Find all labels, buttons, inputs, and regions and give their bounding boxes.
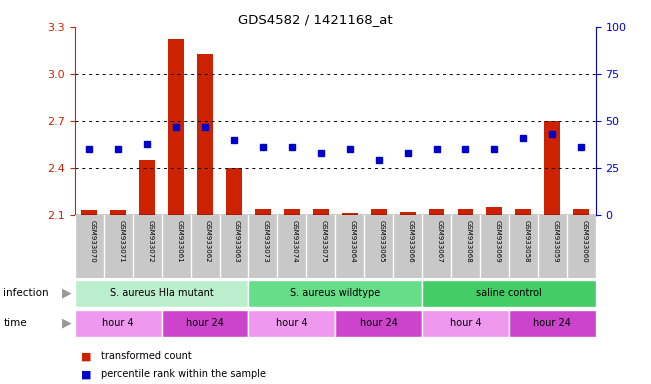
Text: hour 24: hour 24 (186, 318, 224, 328)
Bar (458, 209, 473, 215)
Bar (422, 310, 509, 337)
Bar (342, 214, 357, 215)
Text: GSM933063: GSM933063 (234, 220, 240, 263)
Bar (255, 209, 271, 215)
Bar (197, 53, 213, 215)
Text: ■: ■ (81, 351, 92, 361)
Text: GSM933070: GSM933070 (89, 220, 95, 263)
Bar (516, 209, 531, 215)
Text: S. aureus wildtype: S. aureus wildtype (290, 288, 380, 298)
Text: ▶: ▶ (62, 287, 72, 300)
Text: GDS4582 / 1421168_at: GDS4582 / 1421168_at (238, 13, 393, 26)
Text: infection: infection (3, 288, 49, 298)
Bar (226, 168, 242, 215)
Text: GSM933069: GSM933069 (494, 220, 501, 263)
Text: hour 4: hour 4 (102, 318, 134, 328)
Text: GSM933064: GSM933064 (350, 220, 355, 263)
Text: time: time (3, 318, 27, 328)
Text: GSM933075: GSM933075 (321, 220, 327, 263)
Text: GSM933060: GSM933060 (581, 220, 587, 263)
Bar (161, 310, 249, 337)
Bar (313, 209, 329, 215)
Text: GSM933074: GSM933074 (292, 220, 298, 263)
Bar (75, 310, 161, 337)
Bar (544, 121, 561, 215)
Text: ▶: ▶ (62, 317, 72, 330)
Text: percentile rank within the sample: percentile rank within the sample (101, 369, 266, 379)
Text: GSM933066: GSM933066 (408, 220, 413, 263)
Bar (574, 209, 589, 215)
Bar (400, 212, 415, 215)
Text: hour 24: hour 24 (533, 318, 571, 328)
Bar (422, 280, 596, 307)
Text: hour 4: hour 4 (450, 318, 481, 328)
Bar (428, 209, 445, 215)
Text: GSM933073: GSM933073 (263, 220, 269, 263)
Text: GSM933058: GSM933058 (523, 220, 529, 263)
Text: hour 4: hour 4 (276, 318, 308, 328)
Bar (168, 40, 184, 215)
Bar (486, 207, 503, 215)
Text: GSM933062: GSM933062 (205, 220, 211, 263)
Text: saline control: saline control (476, 288, 542, 298)
Bar (139, 160, 155, 215)
Text: GSM933067: GSM933067 (437, 220, 443, 263)
Text: GSM933072: GSM933072 (147, 220, 153, 263)
Bar (249, 280, 422, 307)
Text: GSM933065: GSM933065 (379, 220, 385, 263)
Bar (75, 280, 249, 307)
Bar (509, 310, 596, 337)
Text: ■: ■ (81, 369, 92, 379)
Text: GSM933071: GSM933071 (118, 220, 124, 263)
Text: GSM933061: GSM933061 (176, 220, 182, 263)
Text: hour 24: hour 24 (360, 318, 398, 328)
Bar (335, 310, 422, 337)
Bar (110, 210, 126, 215)
Bar (249, 310, 335, 337)
Bar (81, 210, 97, 215)
Text: GSM933059: GSM933059 (552, 220, 559, 263)
Bar (284, 209, 300, 215)
Text: GSM933068: GSM933068 (465, 220, 471, 263)
Bar (370, 209, 387, 215)
Text: S. aureus Hla mutant: S. aureus Hla mutant (110, 288, 214, 298)
Text: transformed count: transformed count (101, 351, 191, 361)
